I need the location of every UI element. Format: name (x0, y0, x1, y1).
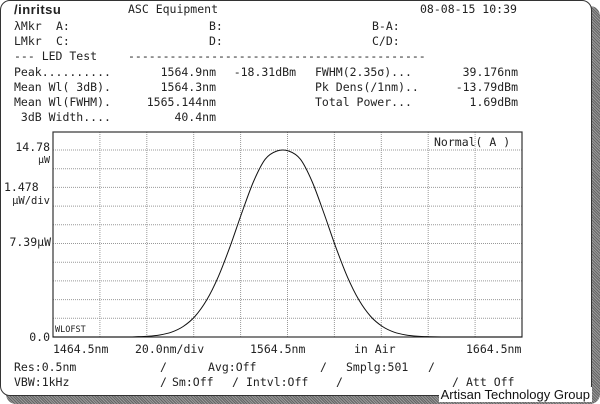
separator: / (428, 360, 435, 374)
separator: / (320, 360, 327, 374)
separator: / (160, 375, 167, 389)
watermark: Artisan Technology Group (438, 387, 592, 402)
total-power-label: Total Power... (315, 95, 412, 109)
datetime: 08-08-15 10:39 (420, 2, 517, 16)
vbw-setting: VBW:1kHz (14, 375, 70, 389)
average-setting: Avg:Off (208, 360, 257, 374)
mean-wl-fwhm-label: Mean Wl(FWHM). (14, 95, 111, 109)
separator: / (232, 375, 239, 389)
instrument-screen (0, 0, 592, 396)
section-rule: ----------------------------------------… (128, 49, 426, 63)
mean-wl-3db-label: Mean Wl( 3dB). (14, 80, 111, 94)
y-mid-label: 7.39μW (9, 235, 51, 249)
total-power-value: 1.69dBm (469, 95, 518, 109)
marker-c: C: (56, 34, 70, 48)
wl-offset-label: WLOFST (55, 325, 86, 335)
width-3db-value: 40.4nm (174, 110, 216, 124)
marker-a: A: (56, 19, 70, 33)
peak-wavelength: 1564.9nm (160, 65, 216, 79)
x-start-label: 1464.5nm (53, 342, 109, 356)
section-title: --- LED Test (14, 49, 98, 63)
level-marker-label: LMkr (14, 34, 42, 48)
fwhm-label: FWHM(2.35σ)... (315, 65, 412, 79)
y-div-unit: μW/div (12, 195, 50, 207)
marker-b: B: (209, 19, 223, 33)
marker-d: D: (209, 34, 223, 48)
attenuator-setting: Att Off (466, 375, 515, 389)
plot-frame (52, 131, 523, 338)
chart-grid (53, 132, 522, 337)
fwhm-value: 39.176nm (462, 65, 518, 79)
separator: / (160, 360, 167, 374)
resolution-setting: Res:0.5nm (14, 360, 77, 374)
x-medium-label: in Air (354, 342, 396, 356)
marker-b-a: B-A: (372, 19, 400, 33)
peak-level: -18.31dBm (233, 65, 296, 79)
width-3db-label: 3dB Width.... (14, 110, 111, 124)
pk-dens-label: Pk Dens(/1nm).. (315, 80, 419, 94)
spectrum-trace (52, 149, 522, 338)
x-div-label: 20.0nm/div (135, 342, 205, 356)
mean-wl-fwhm-value: 1565.144nm (146, 95, 216, 109)
pk-dens-value: -13.79dBm (455, 80, 518, 94)
x-stop-label: 1664.5nm (466, 342, 522, 356)
peak-label: Peak.......... (14, 65, 111, 79)
y-bottom-label: 0.0 (29, 330, 50, 344)
brand-logo: /inritsu (14, 2, 62, 17)
separator: / (452, 375, 459, 389)
y-div-label: 1.478 (4, 180, 39, 194)
smoothing-setting: Sm:Off (172, 375, 214, 389)
wavelength-marker-label: λMkr (14, 19, 42, 33)
separator: / (336, 375, 343, 389)
trace-mode-label: Normal( A ) (434, 135, 511, 149)
marker-c-d: C/D: (372, 34, 400, 48)
x-center-label: 1564.5nm (250, 342, 306, 356)
y-top-label: 14.78 (15, 140, 50, 154)
screen-title: ASC Equipment (128, 2, 219, 16)
y-top-unit: μW (37, 155, 50, 166)
sampling-setting: Smplg:501 (346, 360, 409, 374)
mean-wl-3db-value: 1564.3nm (160, 80, 216, 94)
interval-setting: Intvl:Off (246, 375, 309, 389)
